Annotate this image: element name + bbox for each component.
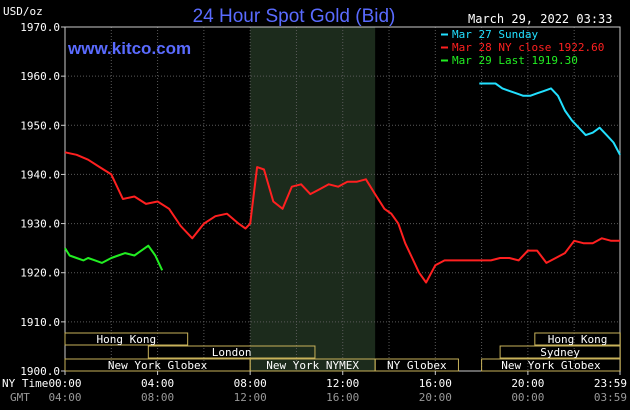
series-line-1 <box>479 82 621 156</box>
session-box <box>481 358 621 372</box>
ny-time-label: NY Time <box>2 377 48 390</box>
x-tick-label-ny: 23:59 <box>594 377 627 390</box>
y-tick-label: 1910.0 <box>20 316 60 329</box>
session-label: New York Globex <box>108 359 208 372</box>
x-axis: 00:0004:0004:0008:0008:0012:0012:0016:00… <box>48 371 627 404</box>
legend-entry: Mar 29 Last 1919.30 <box>452 54 578 67</box>
legend-entry: Mar 27 Sunday <box>452 28 538 41</box>
session-box <box>64 332 189 346</box>
session-box <box>534 332 621 346</box>
x-tick-label-gmt: 03:59 <box>594 391 627 404</box>
session-label: New York NYMEX <box>266 359 359 372</box>
x-tick-label-ny: 04:00 <box>141 377 174 390</box>
grid-lines <box>65 27 620 371</box>
nymex-shade <box>250 27 376 371</box>
x-tick-label-ny: 20:00 <box>511 377 544 390</box>
session-label: NY Globex <box>387 359 447 372</box>
y-axis-unit-label: USD/oz <box>3 5 43 18</box>
session-box <box>499 345 621 359</box>
session-label: New York Globex <box>501 359 601 372</box>
chart-title: 24 Hour Spot Gold (Bid) <box>193 6 396 27</box>
y-tick-label: 1920.0 <box>20 267 60 280</box>
session-box <box>147 345 316 359</box>
x-tick-label-gmt: 16:00 <box>326 391 359 404</box>
y-tick-label: 1970.0 <box>20 21 60 34</box>
session-label: Hong Kong <box>548 333 608 346</box>
series-line-2 <box>64 151 620 284</box>
series-line-3 <box>64 244 164 271</box>
y-axis: 1970.0 1960.0 1950.0 1940.0 1930.0 1920.0 1910… <box>20 21 65 378</box>
x-tick-label-ny: 12:00 <box>326 377 359 390</box>
x-tick-label-ny: 08:00 <box>234 377 267 390</box>
x-tick-label-gmt: 20:00 <box>419 391 452 404</box>
y-tick-label: 1940.0 <box>20 168 60 181</box>
nymex-session-shading <box>250 27 376 371</box>
x-tick-label-gmt: 08:00 <box>141 391 174 404</box>
session-box <box>374 358 459 372</box>
y-tick-label: 1960.0 <box>20 70 60 83</box>
legend-entry: Mar 28 NY close 1922.60 <box>452 41 604 54</box>
chart-timestamp: March 29, 2022 03:33 <box>468 12 613 26</box>
price-series <box>64 82 621 284</box>
session-label: London <box>212 346 252 359</box>
session-label: Hong Kong <box>97 333 157 346</box>
x-tick-label-gmt: 12:00 <box>234 391 267 404</box>
session-label: Sydney <box>540 346 580 359</box>
x-tick-label-gmt: 00:00 <box>511 391 544 404</box>
x-tick-label-ny: 00:00 <box>48 377 81 390</box>
y-tick-label: 1930.0 <box>20 218 60 231</box>
kitco-link[interactable]: www.kitco.com <box>67 39 191 58</box>
x-tick-label-gmt: 04:00 <box>48 391 81 404</box>
gmt-label: GMT <box>10 391 30 404</box>
y-tick-label: 1950.0 <box>20 119 60 132</box>
y-tick-label: 1900.0 <box>20 365 60 378</box>
x-tick-label-ny: 16:00 <box>419 377 452 390</box>
